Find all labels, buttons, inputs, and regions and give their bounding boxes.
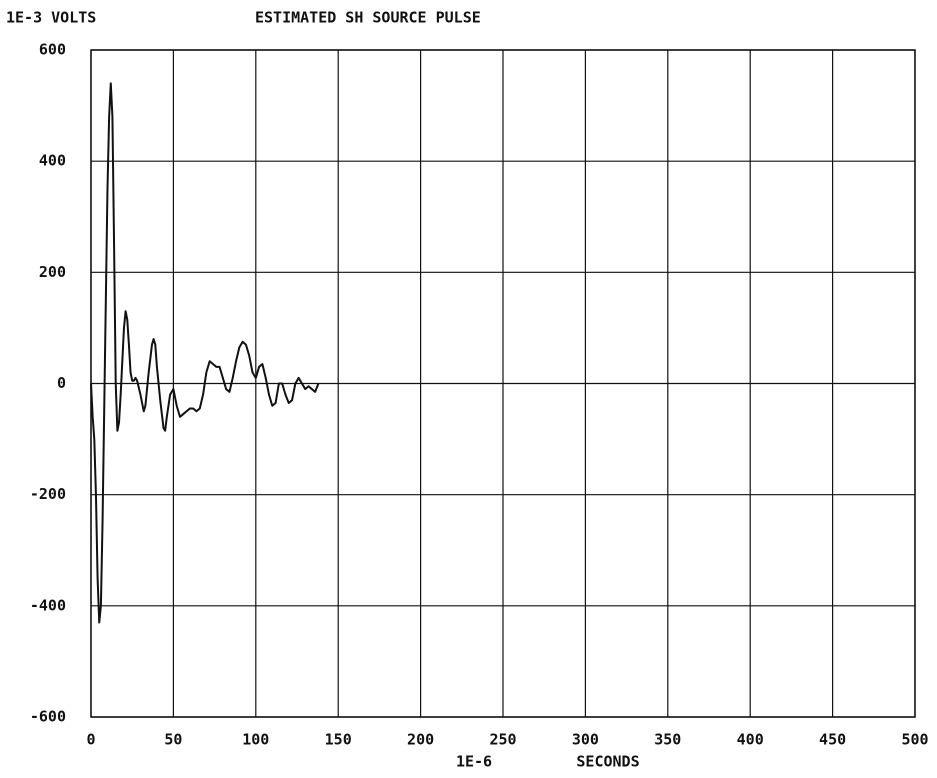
x-axis-unit: 1E-6 [456, 753, 492, 771]
x-tick-label: 450 [819, 731, 846, 749]
y-tick-label: 400 [39, 152, 66, 170]
x-tick-label: 400 [737, 731, 764, 749]
y-tick-label: 600 [39, 41, 66, 59]
x-tick-label: 300 [572, 731, 599, 749]
chart-title: ESTIMATED SH SOURCE PULSE [255, 9, 481, 27]
y-axis-label: 1E-3 VOLTS [6, 9, 96, 27]
x-tick-label: 0 [86, 731, 95, 749]
x-tick-label: 500 [901, 731, 928, 749]
x-tick-label: 200 [407, 731, 434, 749]
x-tick-label: 350 [654, 731, 681, 749]
y-tick-label: -200 [30, 485, 66, 503]
x-tick-label: 150 [325, 731, 352, 749]
y-tick-label: 200 [39, 263, 66, 281]
x-tick-label: 250 [489, 731, 516, 749]
x-tick-label: 100 [242, 731, 269, 749]
y-tick-label: 0 [57, 374, 66, 392]
x-tick-label: 50 [164, 731, 182, 749]
x-axis-label: SECONDS [576, 753, 639, 771]
y-tick-label: -600 [30, 708, 66, 726]
line-series [90, 82, 320, 624]
y-tick-label: -400 [30, 596, 66, 614]
